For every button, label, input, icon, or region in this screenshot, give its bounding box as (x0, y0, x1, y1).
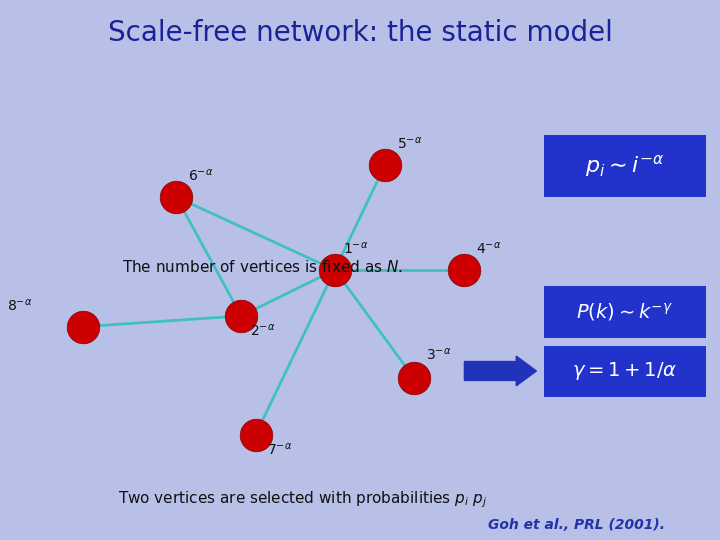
FancyBboxPatch shape (544, 346, 706, 397)
Point (379, 160, 391, 169)
Text: Two vertices are selected with probabilities $p_i$ $p_j$: Two vertices are selected with probabili… (118, 489, 487, 510)
Text: $1^{-\alpha}$: $1^{-\alpha}$ (343, 240, 369, 256)
Text: $5^{-\alpha}$: $5^{-\alpha}$ (397, 135, 422, 151)
Text: The number of vertices is fixed as $N$.: The number of vertices is fixed as $N$. (122, 259, 403, 275)
Point (235, 312, 247, 320)
Text: $P(k) \sim k^{-\gamma}$: $P(k) \sim k^{-\gamma}$ (576, 301, 673, 323)
Text: $3^{-\alpha}$: $3^{-\alpha}$ (426, 347, 451, 363)
Text: $7^{-\alpha}$: $7^{-\alpha}$ (267, 441, 292, 457)
Text: $8^{-\alpha}$: $8^{-\alpha}$ (7, 297, 32, 313)
FancyBboxPatch shape (544, 286, 706, 338)
Text: Goh et al., PRL (2001).: Goh et al., PRL (2001). (487, 518, 665, 532)
Text: $p_i \sim i^{-\alpha}$: $p_i \sim i^{-\alpha}$ (585, 153, 664, 179)
FancyArrow shape (464, 356, 536, 386)
Point (329, 266, 341, 274)
FancyBboxPatch shape (544, 135, 706, 197)
Text: $4^{-\alpha}$: $4^{-\alpha}$ (476, 240, 501, 256)
Text: Scale-free network: the static model: Scale-free network: the static model (107, 19, 613, 47)
Point (459, 266, 470, 274)
Text: $\gamma = 1 + 1/\alpha$: $\gamma = 1 + 1/\alpha$ (572, 360, 678, 382)
Point (171, 193, 182, 201)
Point (77, 322, 89, 331)
Point (250, 430, 261, 439)
Text: $6^{-\alpha}$: $6^{-\alpha}$ (188, 167, 213, 184)
Text: $2^{-\alpha}$: $2^{-\alpha}$ (250, 322, 275, 339)
Point (408, 374, 420, 382)
